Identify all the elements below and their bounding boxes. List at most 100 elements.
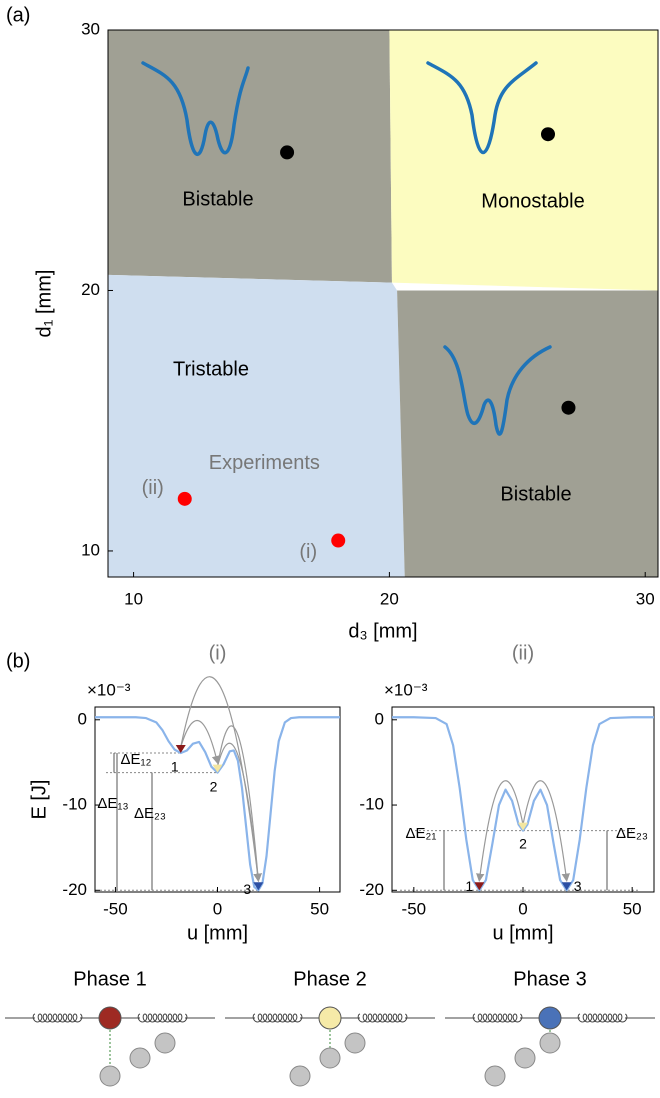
region [389,30,658,291]
state-label: 2 [210,778,218,794]
energy-curve [392,716,654,892]
state-marker [474,882,485,891]
insets [141,61,552,436]
transition-arrow [216,742,262,882]
x-tick-label: 20 [380,589,399,608]
spring [32,1013,83,1023]
energy-curve [95,716,340,892]
region-label: Bistable [182,188,253,210]
state-marker [561,882,572,891]
transition-arrow [180,676,262,882]
phase-label: Phase 2 [293,968,366,990]
y-axis-label: E [J] [28,779,50,819]
region-label: Monostable [481,190,584,212]
y-multiplier: ×10⁻³ [384,680,428,699]
state-label: 1 [171,759,179,775]
chart-title: (i) [209,642,227,664]
weight [514,1047,536,1069]
y-tick-label: -10 [359,795,384,814]
y-tick-label: -10 [62,795,87,814]
panel-label: (b) [6,650,30,672]
x-tick-label: 0 [213,899,222,918]
weight [289,1065,311,1087]
region-label: Bistable [500,483,571,505]
phase-ball [318,1006,342,1030]
x-tick-label: 0 [518,899,527,918]
spring [472,1013,523,1023]
state-marker [518,822,528,831]
y-axis-label: d₁ [mm] [33,270,55,338]
region [108,274,405,577]
phase-label: Phase 3 [513,968,586,990]
plot-frame [107,29,659,578]
point [280,145,295,160]
plot-frame [391,706,655,893]
point [561,400,576,415]
transition-arrow [476,780,524,882]
energy-difference-label: ΔE₂₃ [134,805,166,822]
spring [137,1013,188,1023]
y-tick-label: 0 [78,709,87,728]
state-label: 2 [519,835,527,851]
phase-ball [98,1006,122,1030]
phase-label: Phase 1 [73,968,146,990]
x-tick-label: -50 [402,899,427,918]
weight [129,1047,151,1069]
energy-difference-label: ΔE₂₃ [616,825,648,842]
y-tick-label: -20 [62,880,87,899]
spring [577,1013,628,1023]
chart-title: (ii) [512,642,534,664]
weight [484,1065,506,1087]
transition-arrow [180,719,220,765]
x-axis-label: u [mm] [492,922,553,944]
weight [344,1032,366,1054]
energy-difference-label: ΔE₁₂ [121,751,152,768]
y-tick-label: 10 [81,540,100,559]
inset-curve [443,345,552,436]
point-label: (ii) [142,477,164,499]
panel-label: (a) [6,4,30,26]
state-marker [253,882,264,891]
x-tick-label: 50 [623,899,642,918]
state-label: 1 [465,878,473,894]
state-marker [212,764,223,773]
weight [99,1065,121,1087]
point [177,491,192,506]
x-tick-label: 10 [124,589,143,608]
x-tick-label: -50 [103,899,128,918]
energy-difference-label: ΔE₂₁ [406,825,437,842]
plot-frame [94,706,341,893]
point-label: (i) [299,541,317,563]
legend-label: Experiments [209,452,320,474]
y-tick-label: 0 [375,709,384,728]
weight [539,1032,561,1054]
spring [252,1013,303,1023]
spring [357,1013,408,1023]
transition-arrow [216,725,262,882]
x-tick-label: 50 [310,899,329,918]
inset-curve [426,61,538,154]
region-label: Tristable [173,358,249,380]
x-axis-label: d₃ [mm] [348,620,417,642]
point [541,127,555,142]
y-multiplier: ×10⁻³ [87,680,131,699]
state-marker [175,745,186,754]
state-label: 3 [243,881,251,897]
state-label: 3 [574,878,582,894]
x-tick-label: 30 [636,589,655,608]
point [331,533,346,548]
energy-difference-label: ΔE₁₃ [97,795,128,812]
region [397,290,658,577]
inset-curve [141,61,250,157]
x-axis-label: u [mm] [187,922,248,944]
transition-arrow [522,780,570,882]
weight [154,1032,176,1054]
weight [319,1047,341,1069]
y-tick-label: 30 [81,19,100,38]
y-tick-label: -20 [359,880,384,899]
phase-ball [538,1006,562,1030]
